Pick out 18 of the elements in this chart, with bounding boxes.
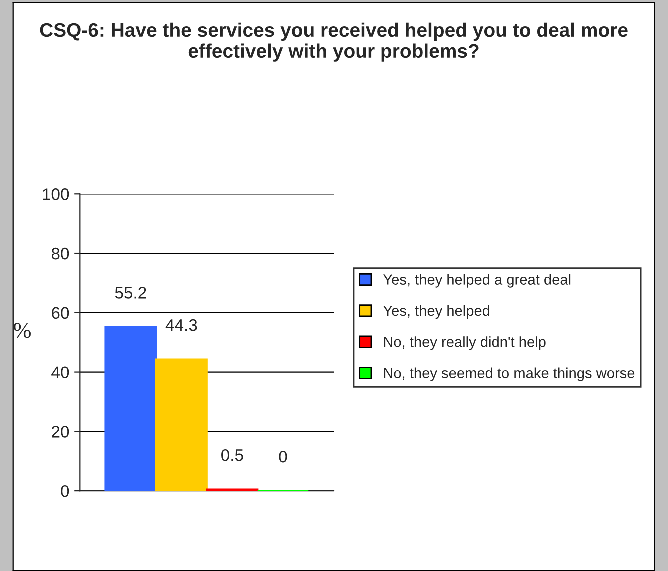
y-axis-title: %: [14, 323, 31, 338]
legend-label: Yes, they helped a great deal: [383, 274, 571, 288]
y-tick-label: 0: [61, 485, 70, 498]
y-tick-label: 60: [52, 307, 70, 320]
data-label: 44.3: [166, 319, 198, 332]
y-tick-label: 100: [43, 188, 70, 200]
data-label: 0: [279, 450, 288, 463]
bar: [104, 326, 158, 492]
y-tick-label: 80: [52, 248, 70, 260]
data-label: 0.5: [222, 449, 244, 462]
legend-label: No, they really didn't help: [384, 336, 546, 350]
y-tick-label: 20: [52, 426, 70, 438]
y-tick-label: 40: [52, 366, 70, 378]
legend-label: Yes, they helped: [383, 305, 490, 320]
data-label: 55.2: [115, 287, 146, 299]
bar: [155, 358, 208, 492]
legend-label: No, they seemed to make things worse: [384, 368, 635, 382]
chart-title: CSQ-6: Have the services you received helped you to deal more effectively with your problems?: [40, 22, 628, 62]
